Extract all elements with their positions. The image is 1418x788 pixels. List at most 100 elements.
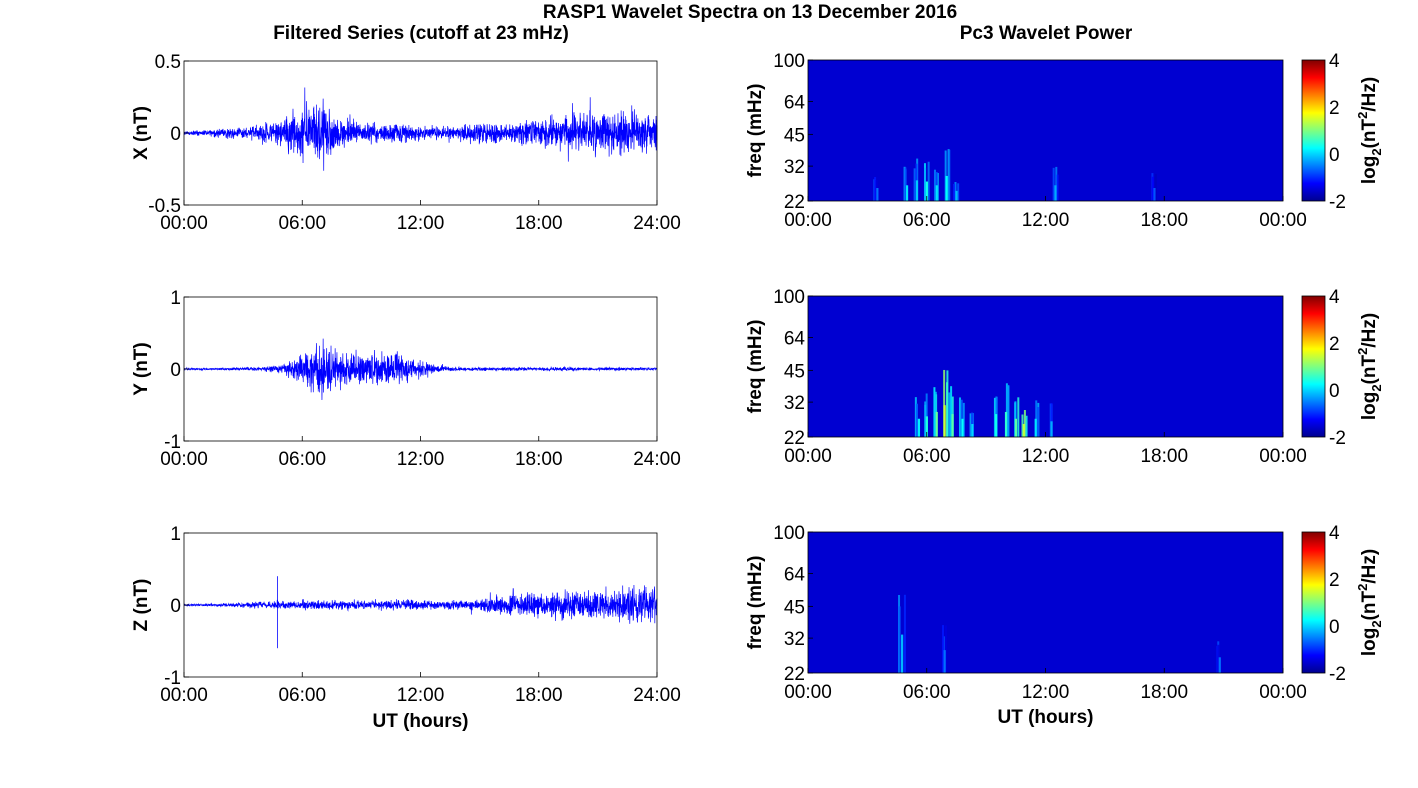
power-streak — [960, 399, 963, 437]
power-streak — [1005, 383, 1008, 437]
power-core — [1022, 424, 1025, 437]
colorbar-tick-label: 4 — [1329, 287, 1340, 308]
colorbar — [1301, 59, 1326, 202]
power-streak — [969, 413, 972, 437]
power-streak — [946, 370, 949, 437]
power-core — [935, 411, 938, 437]
x-tick-label: 18:00 — [515, 213, 563, 234]
power-streak — [957, 183, 960, 201]
power-streak — [950, 386, 953, 437]
power-core — [971, 424, 974, 437]
x-tick-label: 24:00 — [633, 213, 681, 234]
colorbar-label: log2(nT2/Hz) — [1355, 77, 1384, 184]
y-tick-label: 100 — [773, 287, 805, 308]
power-streak — [1037, 407, 1040, 437]
x-tick-label: 06:00 — [278, 685, 326, 706]
y-tick-label: 100 — [773, 51, 805, 72]
heatmap-background — [808, 296, 1283, 437]
colorbar-label: log2(nT2/Hz) — [1355, 313, 1384, 420]
power-streak — [962, 402, 965, 437]
colorbar-tick-label: -2 — [1329, 664, 1346, 685]
y-tick-label: 0 — [170, 360, 181, 381]
power-core — [1054, 185, 1057, 201]
x-tick-label: 18:00 — [1140, 210, 1188, 231]
power-streak — [933, 169, 936, 201]
power-core — [905, 185, 909, 201]
power-streak — [1050, 403, 1053, 437]
x-tick-label: 24:00 — [633, 685, 681, 706]
colorbar-tick-label: 0 — [1329, 617, 1340, 638]
right-column-title: Pc3 Wavelet Power — [960, 23, 1133, 44]
signal-trace — [183, 338, 658, 400]
power-core — [1014, 418, 1018, 437]
power-streak — [913, 168, 916, 201]
y-axis-label: Z (nT) — [131, 579, 152, 632]
x-tick-label: 18:00 — [515, 449, 563, 470]
power-streak — [904, 167, 907, 201]
y-axis-label: freq (mHz) — [745, 84, 766, 178]
power-core — [925, 181, 928, 201]
x-tick-label: 18:00 — [515, 685, 563, 706]
heatmap-background — [808, 532, 1283, 673]
x-tick-label: 00:00 — [160, 449, 208, 470]
power-streak — [924, 401, 927, 437]
power-core — [1050, 421, 1053, 437]
power-core — [915, 180, 919, 201]
y-axis-label: X (nT) — [131, 106, 152, 160]
y-tick-label: 1 — [170, 288, 181, 309]
power-streak — [1217, 644, 1220, 673]
y-tick-label: 45 — [784, 361, 805, 382]
colorbar-tick-label: 0 — [1329, 145, 1340, 166]
power-streak — [1052, 167, 1055, 201]
colorbar-tick-label: -2 — [1329, 192, 1346, 213]
y-tick-label: -1 — [164, 432, 181, 453]
power-streak — [933, 387, 936, 437]
power-streak — [993, 397, 996, 437]
power-streak — [944, 150, 947, 201]
power-streak — [948, 392, 951, 437]
x-tick-label: 00:00 — [160, 685, 208, 706]
colorbar-tick-label: 2 — [1329, 334, 1340, 355]
y-tick-label: 0 — [170, 124, 181, 145]
y-tick-label: 64 — [784, 93, 806, 114]
power-core — [1004, 411, 1008, 437]
y-tick-label: 32 — [784, 157, 805, 178]
x-tick-label: 12:00 — [1022, 446, 1070, 467]
left-column-title: Filtered Series (cutoff at 23 mHz) — [273, 23, 569, 44]
colorbar-label: log2(nT2/Hz) — [1355, 549, 1384, 656]
power-core — [876, 188, 879, 201]
heatmap-background — [808, 60, 1283, 201]
figure-title: RASP1 Wavelet Spectra on 13 December 201… — [543, 2, 957, 23]
power-streak — [943, 369, 946, 437]
colorbar-tick-label: -2 — [1329, 428, 1346, 449]
timeseries-panel: 00:00 06:00 12:00 18:00 24:00 -1 0 1 Y (nT) — [131, 288, 681, 470]
y-tick-label: 32 — [784, 393, 805, 414]
power-streak — [1021, 414, 1024, 437]
x-tick-label: 00:00 — [784, 682, 832, 703]
power-streak — [924, 167, 927, 201]
x-tick-label: 00:00 — [160, 213, 208, 234]
power-core — [917, 418, 921, 437]
colorbar-tick-label: 4 — [1329, 523, 1340, 544]
power-streak — [1025, 415, 1028, 437]
x-tick-label: 00:00 — [784, 210, 832, 231]
power-core — [901, 634, 904, 673]
y-tick-label: 100 — [773, 523, 805, 544]
power-core — [1218, 657, 1221, 673]
power-streak — [1055, 166, 1058, 201]
colorbar-tick-label: 0 — [1329, 381, 1340, 402]
power-streak — [948, 149, 951, 201]
y-tick-label: 22 — [784, 664, 805, 685]
power-core — [945, 175, 948, 201]
power-streak — [927, 161, 930, 201]
y-axis-label: Y (nT) — [131, 342, 152, 395]
power-core — [925, 416, 928, 437]
y-tick-label: 45 — [784, 125, 805, 146]
x-axis-label: UT (hours) — [372, 711, 468, 732]
x-tick-label: 00:00 — [1259, 210, 1307, 231]
power-streak — [903, 594, 906, 673]
power-streak — [953, 183, 956, 201]
